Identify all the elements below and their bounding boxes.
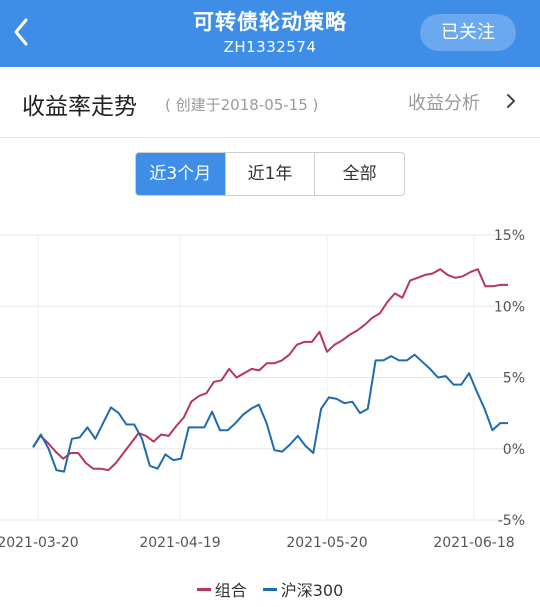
legend-label-portfolio: 组合 (214, 581, 247, 600)
x-tick-label: 2021-05-20 (286, 535, 367, 551)
legend-item-portfolio: 组合 (196, 577, 247, 601)
page-title: 可转债轮动策略 (193, 10, 347, 34)
x-tick-label: 2021-03-20 (0, 535, 79, 551)
y-tick-label: 10% (494, 299, 525, 315)
returns-analysis-link[interactable]: 收益分析 (408, 93, 480, 114)
legend-swatch-index (262, 587, 277, 591)
follow-button[interactable]: 已关注 (420, 14, 516, 51)
period-tabs: 近3个月 近1年 全部 (135, 152, 405, 196)
legend-item-index: 沪深300 (262, 577, 344, 601)
back-button[interactable] (8, 14, 36, 50)
chevron-left-icon (14, 18, 28, 46)
tab-1-year[interactable]: 近1年 (224, 153, 315, 195)
y-tick-label: -5% (498, 513, 525, 529)
x-tick-label: 2021-06-18 (433, 535, 514, 551)
legend-swatch-portfolio (196, 587, 211, 591)
chart-legend: 组合 沪深300 (0, 577, 540, 601)
section-title: 收益率走势 (22, 94, 137, 120)
top-bar: 可转债轮动策略 ZH1332574 已关注 (0, 0, 540, 67)
returns-section-header: 收益率走势 ( 创建于2018-05-15 ) 收益分析 (0, 67, 540, 138)
tab-3-months[interactable]: 近3个月 (136, 153, 225, 195)
tab-all[interactable]: 全部 (314, 153, 404, 195)
y-tick-label: 0% (503, 442, 525, 458)
y-tick-label: 5% (503, 371, 525, 387)
returns-chart: 15% 10% 5% 0% -5% 2021-03-20 2021-04-19 2021-05… (0, 228, 525, 551)
divider (0, 137, 540, 138)
x-tick-label: 2021-04-19 (139, 535, 220, 551)
created-date: ( 创建于2018-05-15 ) (165, 96, 319, 114)
y-tick-label: 15% (494, 228, 525, 244)
series-line-index (32, 353, 508, 473)
series-line-portfolio (32, 268, 508, 472)
chevron-right-icon[interactable] (506, 93, 516, 109)
portfolio-code: ZH1332574 (223, 38, 317, 56)
legend-label-index: 沪深300 (280, 581, 344, 600)
